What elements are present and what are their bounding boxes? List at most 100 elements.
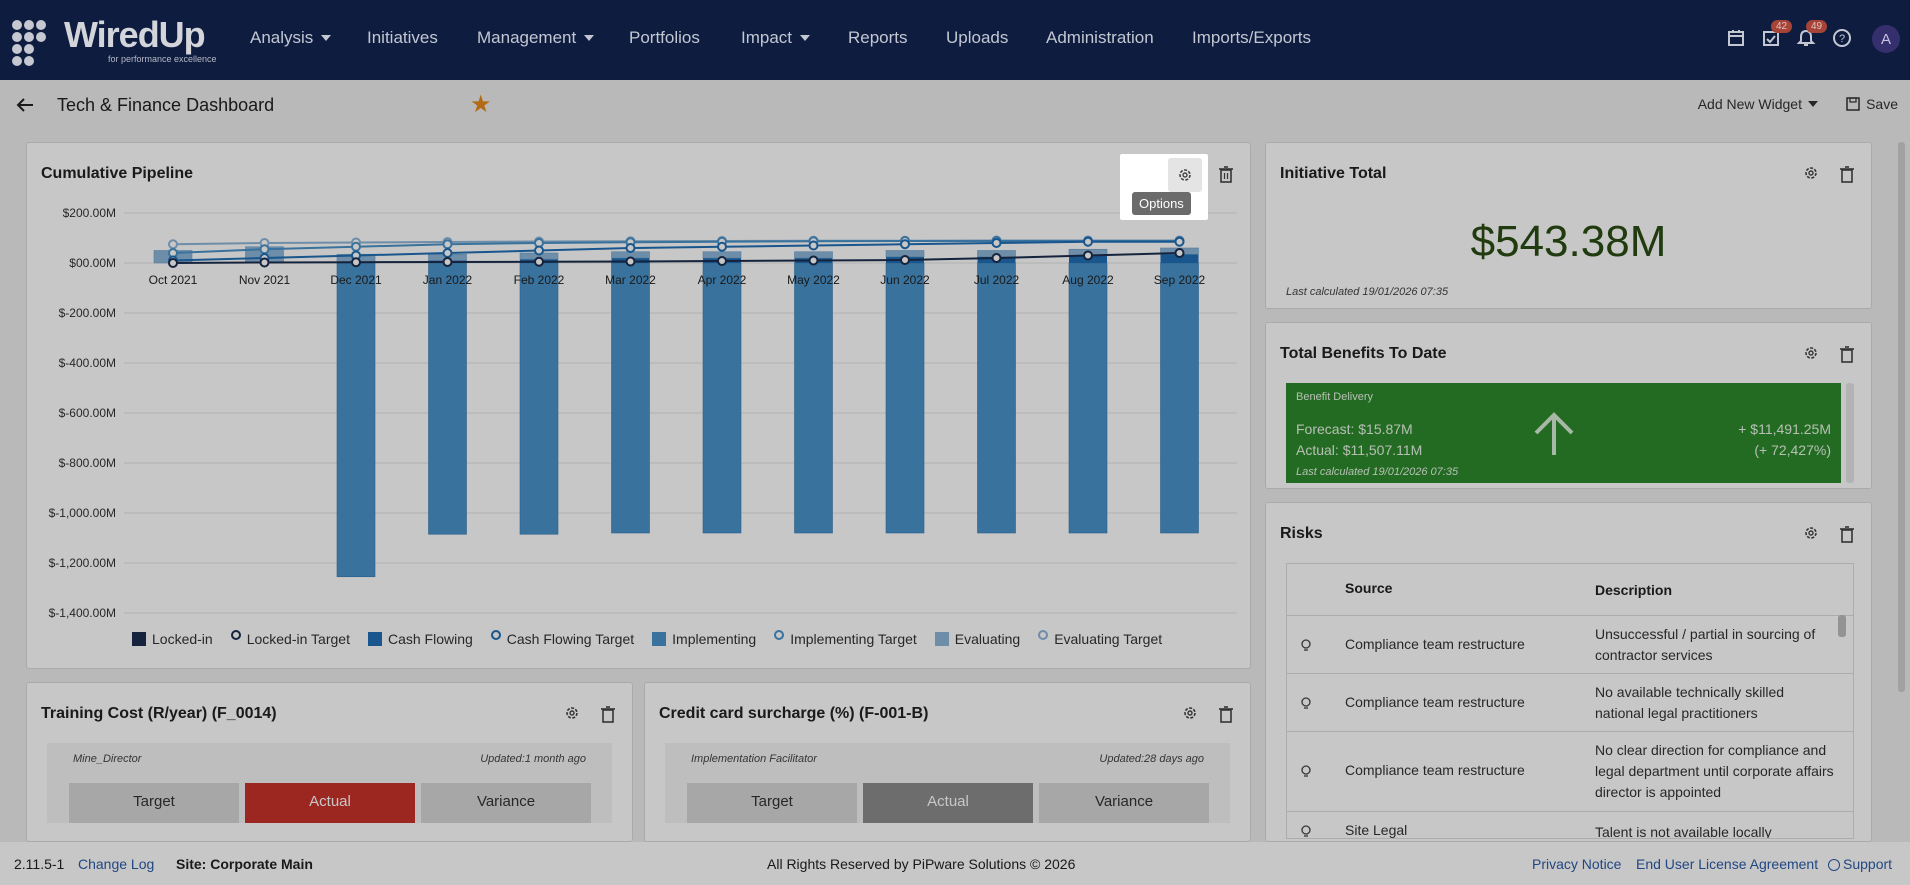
gear-icon[interactable] bbox=[1803, 525, 1821, 543]
gear-icon[interactable] bbox=[1803, 345, 1821, 363]
add-new-widget-dropdown[interactable]: Add New Widget bbox=[1698, 96, 1818, 112]
nav-reports[interactable]: Reports bbox=[848, 28, 908, 48]
column-header-description[interactable]: Description bbox=[1595, 582, 1673, 598]
table-scrollbar[interactable] bbox=[1838, 615, 1846, 637]
privacy-notice-link[interactable]: Privacy Notice bbox=[1532, 856, 1622, 872]
nav-impact[interactable]: Impact bbox=[741, 28, 811, 48]
tasks-icon[interactable]: 42 bbox=[1761, 20, 1793, 50]
widget-title: Total Benefits To Date bbox=[1280, 345, 1447, 362]
dashboard-title-bar: Tech & Finance Dashboard ★ Add New Widge… bbox=[0, 80, 1910, 130]
legend-locked-in-target[interactable]: Locked-in Target bbox=[230, 630, 350, 647]
legend-evaluating-target[interactable]: Evaluating Target bbox=[1038, 630, 1163, 647]
nav-imports-exports[interactable]: Imports/Exports bbox=[1192, 28, 1311, 48]
trash-icon[interactable] bbox=[1839, 345, 1857, 363]
implementing-bar bbox=[611, 262, 650, 534]
favorite-star-icon[interactable]: ★ bbox=[470, 91, 492, 118]
trash-icon[interactable] bbox=[1218, 705, 1236, 723]
top-navigation-bar: WiredUp for performance excellence Analy… bbox=[0, 0, 1910, 80]
x-tick-label: Dec 2021 bbox=[330, 273, 382, 287]
series-point bbox=[1083, 250, 1093, 261]
legend-cash-flowing-target[interactable]: Cash Flowing Target bbox=[490, 630, 635, 647]
widget-scrollbar[interactable] bbox=[1846, 383, 1854, 483]
cash-flowing-bar bbox=[1160, 254, 1199, 263]
benefit-delta: + $11,491.25M bbox=[1738, 421, 1831, 437]
nav-initiatives[interactable]: Initiatives bbox=[367, 28, 438, 48]
table-row[interactable]: Compliance team restructure No available… bbox=[1287, 674, 1853, 732]
y-tick-label: $-200.00M bbox=[59, 306, 116, 320]
widget-title: Risks bbox=[1280, 525, 1323, 542]
nav-uploads[interactable]: Uploads bbox=[946, 28, 1008, 48]
trash-icon[interactable] bbox=[1218, 165, 1236, 183]
trash-icon[interactable] bbox=[1839, 165, 1857, 183]
legend-locked-in[interactable]: Locked-in bbox=[132, 631, 213, 647]
series-point bbox=[259, 257, 270, 268]
support-link[interactable]: Support bbox=[1828, 856, 1892, 872]
widget-actions bbox=[564, 705, 618, 723]
gear-icon[interactable] bbox=[1803, 165, 1821, 183]
lightbulb-icon bbox=[1299, 824, 1313, 838]
nav-administration[interactable]: Administration bbox=[1046, 28, 1154, 48]
table-row[interactable]: Compliance team restructure No clear dir… bbox=[1287, 732, 1853, 812]
benefit-forecast: Forecast: $15.87M bbox=[1296, 421, 1413, 437]
notifications-badge: 49 bbox=[1806, 20, 1828, 33]
legend-label: Cash Flowing Target bbox=[506, 631, 635, 647]
series-point bbox=[442, 248, 453, 258]
table-header: Source Description bbox=[1287, 564, 1853, 616]
save-button[interactable]: Save bbox=[1846, 96, 1898, 112]
user-avatar[interactable]: A bbox=[1872, 25, 1900, 53]
benefit-delivery-card[interactable]: Benefit Delivery Forecast: $15.87M Actua… bbox=[1286, 383, 1841, 483]
chevron-down-icon bbox=[321, 35, 332, 41]
change-log-link[interactable]: Change Log bbox=[78, 856, 155, 872]
tasks-badge: 42 bbox=[1771, 20, 1793, 33]
series-point bbox=[442, 239, 453, 250]
calendar-icon[interactable] bbox=[1726, 28, 1748, 50]
logo-dots-icon bbox=[12, 20, 58, 66]
column-header-source[interactable]: Source bbox=[1345, 580, 1393, 596]
legend-label: Evaluating Target bbox=[1054, 631, 1163, 647]
implementing-bar bbox=[794, 262, 833, 534]
last-calculated: Last calculated 19/01/2026 07:35 bbox=[1286, 286, 1449, 298]
implementing-bar bbox=[1160, 262, 1199, 534]
nav-label: Initiatives bbox=[367, 28, 438, 47]
gear-icon[interactable] bbox=[564, 705, 582, 723]
nav-portfolios[interactable]: Portfolios bbox=[629, 28, 700, 48]
svg-text:?: ? bbox=[1839, 33, 1845, 45]
bell-icon[interactable]: 49 bbox=[1796, 20, 1828, 50]
table-row[interactable]: Compliance team restructure Unsuccessful… bbox=[1287, 616, 1853, 674]
series-point bbox=[808, 255, 819, 266]
series-point bbox=[625, 256, 636, 267]
legend-implementing[interactable]: Implementing bbox=[652, 631, 756, 647]
widget-actions bbox=[1182, 705, 1236, 723]
page-scrollbar[interactable] bbox=[1898, 142, 1905, 692]
legend-label: Implementing Target bbox=[790, 631, 917, 647]
logo-tagline: for performance excellence bbox=[108, 54, 217, 64]
kpi-owner: Mine_Director bbox=[73, 753, 142, 765]
back-arrow-icon[interactable] bbox=[14, 94, 36, 122]
series-point bbox=[717, 256, 727, 266]
benefit-actual: Actual: $11,507.11M bbox=[1296, 442, 1423, 458]
implementing-bar bbox=[428, 262, 467, 535]
help-icon[interactable]: ? bbox=[1832, 28, 1854, 50]
widget-actions bbox=[1803, 345, 1857, 363]
table-row[interactable]: Site Legal Talent is not available local… bbox=[1287, 812, 1853, 838]
widget-title: Training Cost (R/year) (F_0014) bbox=[41, 705, 277, 722]
nav-analysis[interactable]: Analysis bbox=[250, 28, 332, 48]
implementing-bar bbox=[977, 262, 1016, 534]
widget-actions bbox=[1803, 165, 1857, 183]
widget-title: Initiative Total bbox=[1280, 165, 1387, 182]
trash-icon[interactable] bbox=[1839, 525, 1857, 543]
options-button[interactable] bbox=[1168, 158, 1202, 192]
legend-cash-flowing[interactable]: Cash Flowing bbox=[367, 631, 473, 647]
legend-implementing-target[interactable]: Implementing Target bbox=[774, 630, 917, 647]
gear-icon[interactable] bbox=[1182, 705, 1200, 723]
wiredup-logo[interactable]: WiredUp for performance excellence bbox=[12, 14, 218, 66]
y-tick-label: $-600.00M bbox=[59, 406, 116, 420]
eula-link[interactable]: End User License Agreement bbox=[1636, 856, 1819, 872]
legend-evaluating[interactable]: Evaluating bbox=[934, 631, 1020, 647]
risks-table: Source Description Compliance team restr… bbox=[1286, 563, 1854, 839]
kpi-variance-header: Variance bbox=[421, 783, 591, 823]
nav-management[interactable]: Management bbox=[477, 28, 595, 48]
chevron-down-icon bbox=[800, 35, 811, 41]
trash-icon[interactable] bbox=[600, 705, 618, 723]
last-calculated: Last calculated 19/01/2026 07:35 bbox=[1296, 466, 1459, 478]
